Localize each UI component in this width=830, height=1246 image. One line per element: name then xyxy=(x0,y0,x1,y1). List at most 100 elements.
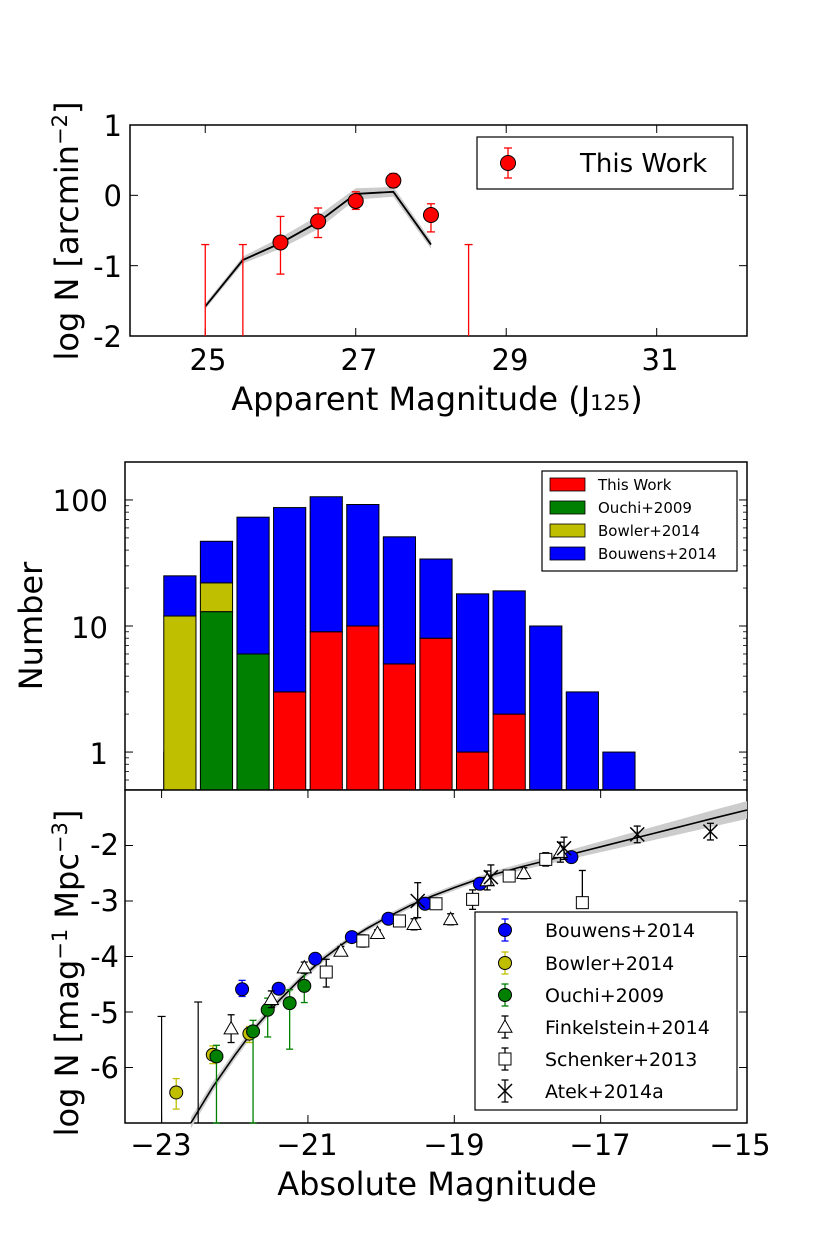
bottom-model-line xyxy=(190,809,748,1124)
bar-2-bouwens-2014 xyxy=(236,516,270,655)
top-point-0 xyxy=(272,234,289,251)
bottom-y-axis-label-main: log N [mag xyxy=(48,960,86,1137)
top-legend-label-this-work: This Work xyxy=(579,149,707,179)
bottom-ytick-label-m6: -6 xyxy=(90,1051,119,1085)
top-y-axis-label-sup: −2 xyxy=(48,114,72,145)
bottom-legend-label-schenker: Schenker+2013 xyxy=(545,1049,697,1071)
bar-7-bouwens-2014 xyxy=(419,558,453,639)
finkelstein-2014-point-1 xyxy=(263,991,280,1005)
top-x-axis-label-sub: 125 xyxy=(590,391,630,415)
top-x-axis-label-main: Apparent Magnitude (J xyxy=(231,380,590,418)
bottom-ytick-label-m4: -4 xyxy=(90,940,119,974)
bottom-legend-label-bowler: Bowler+2014 xyxy=(545,953,674,975)
bottom-legend-marker-2 xyxy=(498,988,512,1002)
bottom-y-axis-label-sup2: −3 xyxy=(48,822,72,853)
bar-3-this-work xyxy=(273,691,307,791)
bouwens-2014-point-2 xyxy=(308,951,323,966)
bottom-xtick-label-m21: −21 xyxy=(276,1128,337,1162)
finkelstein-2014-point-3 xyxy=(333,942,349,957)
top-panel: 1 0 -1 -2 25 27 29 31 Apparent Magnitude… xyxy=(48,102,748,418)
top-y-axis-label-main: log N [arcmin xyxy=(48,145,86,361)
top-x-axis-label: Apparent Magnitude (J125) xyxy=(231,380,642,418)
bar-0-bouwens-2014 xyxy=(163,575,197,617)
finkelstein-2014-point-4 xyxy=(369,925,386,939)
bottom-xtick-label-m19: −19 xyxy=(423,1128,484,1162)
schenker-2013-point-3 xyxy=(429,897,443,911)
finkelstein-2014-point-2 xyxy=(296,959,313,974)
top-xtick-label-31: 31 xyxy=(642,343,679,377)
middle-legend-label-ouchi: Ouchi+2009 xyxy=(598,499,692,517)
bar-1-bowler-2014 xyxy=(199,582,234,613)
schenker-2013-point-5 xyxy=(502,869,516,883)
top-xtick-label-29: 29 xyxy=(492,343,529,377)
bottom-data-layer xyxy=(157,809,748,1124)
bottom-ytick-label-m2: -2 xyxy=(90,828,119,862)
top-point-1 xyxy=(310,213,327,230)
middle-legend-label-bouwens: Bouwens+2014 xyxy=(598,545,717,563)
bottom-legend-label-atek: Atek+2014a xyxy=(545,1081,664,1103)
bar-6-bouwens-2014 xyxy=(382,536,417,665)
bottom-ytick-label-m5: -5 xyxy=(90,996,119,1030)
bottom-ytick-label-m3: -3 xyxy=(90,884,119,918)
middle-bars-layer xyxy=(163,496,636,791)
finkelstein-2014-point-6 xyxy=(442,911,459,926)
middle-legend-swatch-this-work xyxy=(549,477,586,492)
bar-6-this-work xyxy=(382,663,417,791)
bar-9-this-work xyxy=(492,713,526,791)
ouchi-2009-point-0 xyxy=(209,1049,224,1064)
bottom-legend-marker-4 xyxy=(498,1052,512,1066)
schenker-2013-point-0 xyxy=(319,965,333,979)
bottom-y-axis-label-sup1: −1 xyxy=(48,929,72,960)
bar-4-this-work xyxy=(309,631,343,791)
middle-legend-swatch-ouchi xyxy=(549,500,586,515)
finkelstein-2014-point-8 xyxy=(515,865,532,879)
finkelstein-2014-point-0 xyxy=(223,1020,239,1035)
top-legend-marker xyxy=(500,155,516,171)
bottom-legend-marker-5 xyxy=(497,1083,513,1099)
ouchi-2009-point-3 xyxy=(282,996,297,1011)
top-legend-box xyxy=(476,136,734,190)
schenker-2013-point-1 xyxy=(356,934,370,948)
bar-5-this-work xyxy=(346,625,380,791)
bar-3-bouwens-2014 xyxy=(273,507,307,693)
top-ytick-label-m1: -1 xyxy=(93,250,122,284)
bottom-y-axis-label-close: ] xyxy=(48,810,86,822)
middle-legend-swatch-bouwens xyxy=(549,546,586,561)
bar-5-bouwens-2014 xyxy=(346,504,380,627)
bar-9-bouwens-2014 xyxy=(492,590,526,715)
bar-2-ouchi-2009 xyxy=(236,653,270,791)
top-point-4 xyxy=(422,207,439,224)
bottom-xtick-label-m23: −23 xyxy=(130,1128,191,1162)
middle-ytick-label-10: 10 xyxy=(71,611,108,645)
atek-2014a-point-4 xyxy=(702,824,718,840)
top-point-2 xyxy=(347,192,364,209)
top-ytick-label-m2: -2 xyxy=(93,320,122,354)
bottom-legend-marker-0 xyxy=(498,923,512,937)
schenker-2013-point-7 xyxy=(575,896,589,910)
schenker-2013-point-4 xyxy=(466,892,480,906)
bar-7-this-work xyxy=(419,637,453,791)
bottom-y-axis-label-mid: Mpc xyxy=(48,853,86,929)
bar-12-bouwens-2014 xyxy=(602,751,636,791)
top-ytick-label-1: 1 xyxy=(104,109,122,143)
schenker-2013-point-2 xyxy=(392,914,406,928)
bottom-x-axis-label: Absolute Magnitude xyxy=(277,1165,597,1203)
bar-4-bouwens-2014 xyxy=(309,496,343,633)
ouchi-2009-point-2 xyxy=(260,1002,275,1017)
bottom-legend-label-ouchi: Ouchi+2009 xyxy=(545,985,664,1007)
bottom-xtick-label-m17: −17 xyxy=(569,1128,630,1162)
top-point-3 xyxy=(385,172,402,189)
atek-2014a-point-3 xyxy=(629,826,645,842)
bottom-y-axis-label: log N [mag−1 Mpc−3] xyxy=(48,810,86,1137)
bar-1-bouwens-2014 xyxy=(199,540,234,584)
atek-2014a-point-0 xyxy=(410,893,426,909)
ouchi-2009-point-1 xyxy=(246,1024,261,1039)
bar-8-bouwens-2014 xyxy=(455,593,490,753)
middle-y-axis-label: Number xyxy=(12,561,50,690)
top-ytick-label-0: 0 xyxy=(104,179,122,213)
middle-panel: 1 10 100 Number This Work Ouchi+2009 Bow… xyxy=(12,461,748,791)
bar-8-this-work xyxy=(455,751,490,791)
bottom-legend-label-finkelstein: Finkelstein+2014 xyxy=(545,1017,710,1039)
bottom-legend-marker-3 xyxy=(497,1018,513,1033)
